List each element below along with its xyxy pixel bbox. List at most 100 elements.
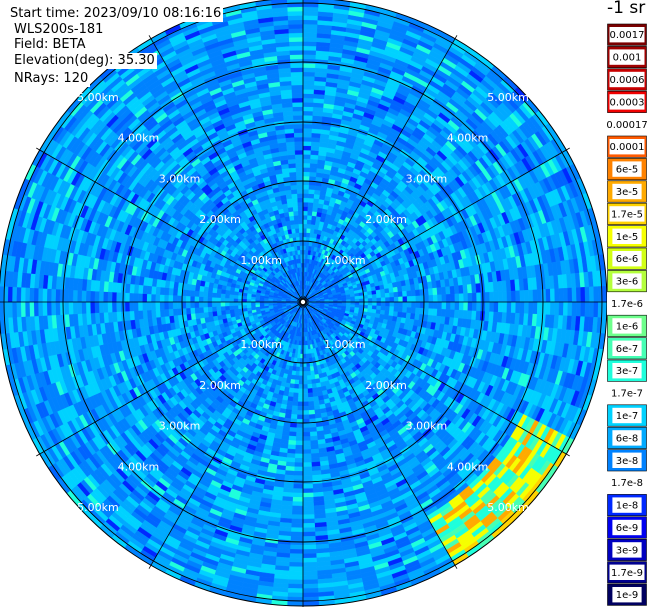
ppi-cell: [294, 219, 300, 225]
ppi-cell: [155, 301, 161, 310]
ppi-cell: [307, 210, 313, 216]
ppi-cell: [302, 440, 311, 446]
ppi-cell: [449, 309, 456, 319]
ppi-cell: [308, 189, 316, 195]
ppi-cell: [432, 301, 438, 310]
ppi-cell: [384, 306, 390, 312]
ppi-cell: [185, 289, 191, 297]
ppi-cell: [229, 309, 235, 314]
ppi-cell: [302, 219, 308, 225]
ppi-cell: [376, 293, 382, 299]
ppi-cell: [309, 167, 318, 173]
ppi-cell: [299, 358, 304, 364]
ppi-cell: [294, 149, 304, 155]
ppi-cell: [306, 379, 312, 385]
ppi-cell: [406, 301, 412, 308]
ppi-cell: [203, 291, 209, 298]
ppi-cell: [164, 308, 170, 317]
ppi-cell: [220, 305, 226, 311]
ppi-cell: [224, 305, 230, 311]
ppi-cell: [294, 141, 304, 147]
ppi-cell: [288, 163, 297, 169]
ppi-cell: [300, 349, 304, 355]
ppi-cell: [294, 223, 300, 229]
ppi-cell: [371, 290, 377, 295]
ppi-cell: [189, 295, 195, 303]
ppi-cell: [402, 290, 408, 297]
ppi-cell: [233, 308, 239, 314]
ppi-cell: [389, 301, 395, 307]
ppi-cell: [441, 294, 447, 303]
ppi-cell: [246, 304, 252, 309]
ppi-cell: [150, 309, 157, 319]
ppi-cell: [393, 291, 399, 298]
ppi-cell: [302, 366, 307, 372]
ppi-cell: [476, 292, 482, 303]
ppi-cell: [294, 145, 304, 151]
ppi-cell: [295, 370, 300, 376]
ppi-cell: [302, 141, 312, 147]
ppi-cell: [298, 371, 304, 377]
ppi-cell: [310, 145, 320, 152]
ppi-cell: [296, 188, 304, 194]
ppi-cell: [177, 288, 183, 296]
ppi-cell: [307, 383, 313, 389]
ppi-cell: [359, 298, 365, 303]
ppi-cell: [380, 301, 386, 307]
ppi-cell: [298, 227, 304, 233]
ppi-cell: [216, 306, 222, 312]
ppi-cell: [296, 423, 304, 429]
ppi-cell: [194, 290, 200, 297]
ppi-cell: [388, 287, 394, 294]
ppi-cell: [423, 288, 429, 296]
ppi-cell: [428, 308, 434, 316]
ppi-cell: [380, 305, 386, 311]
ppi-cell: [302, 227, 308, 233]
ppi-cell: [389, 306, 395, 312]
ppi-cell: [220, 301, 226, 307]
ppi-cell: [309, 427, 317, 433]
ppi-cell: [406, 307, 412, 314]
ppi-cell: [305, 344, 309, 350]
ppi-cell: [190, 307, 196, 315]
ppi-cell: [142, 301, 148, 311]
ppi-cell: [308, 193, 315, 199]
ppi-cell: [309, 422, 317, 428]
ppi-cell: [302, 384, 308, 390]
ppi-cell: [233, 305, 239, 310]
ppi-cell: [291, 193, 298, 199]
ppi-cell: [215, 301, 221, 307]
ppi-cell: [211, 306, 217, 312]
ppi-cell: [367, 298, 373, 303]
ppi-cell: [190, 289, 196, 297]
ppi-cell: [297, 197, 304, 203]
ppi-cell: [440, 286, 447, 295]
ppi-cell: [296, 245, 301, 251]
ppi-cell: [295, 158, 304, 164]
ppi-cell: [471, 292, 477, 303]
ppi-cell: [302, 136, 312, 142]
ppi-cell: [299, 353, 304, 359]
ppi-cell: [297, 254, 301, 260]
ppi-cell: [150, 293, 156, 303]
ppi-cell: [185, 301, 191, 309]
ppi-cell: [305, 349, 309, 355]
ppi-cell: [437, 294, 443, 303]
ppi-cell: [445, 286, 451, 295]
ppi-cell: [428, 301, 434, 310]
ppi-cell: [302, 193, 309, 199]
ppi-cell: [379, 288, 386, 295]
ppi-cell: [290, 184, 298, 190]
ppi-cell: [384, 288, 390, 294]
ppi-cell: [295, 171, 304, 177]
ppi-cell: [463, 301, 469, 311]
ppi-cell: [286, 145, 296, 152]
ppi-cell: [202, 301, 208, 308]
ppi-cell: [306, 370, 311, 376]
ppi-cell: [359, 301, 365, 306]
ppi-cell: [176, 301, 182, 309]
ppi-cell: [471, 301, 477, 312]
ppi-cell: [445, 294, 451, 303]
ppi-cell: [302, 175, 310, 181]
